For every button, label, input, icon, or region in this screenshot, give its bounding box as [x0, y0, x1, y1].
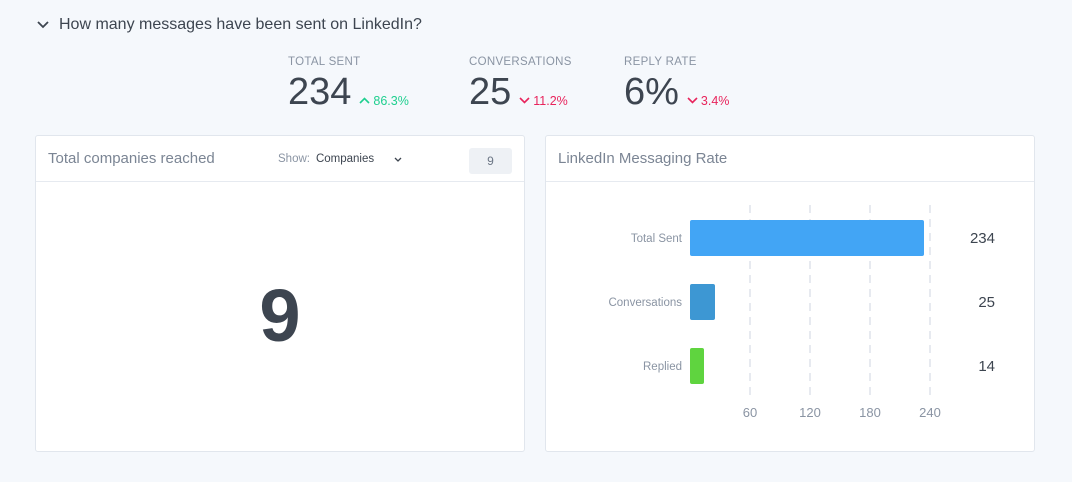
- x-tick-label: 120: [799, 405, 821, 420]
- category-label: Replied: [643, 361, 682, 373]
- section-title: How many messages have been sent on Link…: [59, 16, 422, 33]
- stat-value: 234: [288, 71, 352, 113]
- category-label: Conversations: [608, 297, 682, 309]
- chevron-down-icon: [394, 157, 402, 162]
- stat-delta: 86.3%: [359, 93, 409, 108]
- stat-delta: 3.4%: [687, 93, 730, 108]
- chevron-down-icon: [687, 97, 698, 104]
- stat-total-sent: TOTAL SENT 234 86.3%: [288, 56, 409, 114]
- messaging-rate-chart: 60 120 180 240 Total Sent 234 Conversations 25 R…: [608, 205, 995, 420]
- stat-delta: 11.2%: [519, 94, 568, 108]
- show-label: Show:: [278, 153, 310, 165]
- stat-delta-value: 3.4%: [700, 93, 730, 108]
- show-filter: Show: Companies: [278, 153, 402, 165]
- stat-delta-value: 11.2%: [533, 93, 568, 108]
- big-number: 9: [259, 274, 301, 357]
- bar: [690, 348, 704, 384]
- section-header[interactable]: How many messages have been sent on Link…: [36, 16, 422, 34]
- count-badge: 9: [469, 148, 512, 174]
- card-header: LinkedIn Messaging Rate: [546, 136, 1034, 182]
- x-tick-label: 180: [859, 405, 881, 420]
- stat-delta-value: 86.3%: [373, 93, 409, 108]
- data-label: 234: [970, 230, 995, 247]
- show-dropdown[interactable]: Companies: [316, 153, 402, 165]
- stat-label: CONVERSATIONS: [469, 56, 572, 68]
- card-title: Total companies reached: [48, 150, 215, 167]
- stat-reply-rate: REPLY RATE 6% 3.4%: [624, 56, 729, 114]
- show-dropdown-value: Companies: [315, 153, 375, 165]
- x-tick-label: 240: [919, 405, 941, 420]
- bar: [690, 284, 715, 320]
- category-label: Total Sent: [631, 233, 683, 245]
- x-tick-label: 60: [743, 405, 757, 420]
- chevron-down-icon: [519, 97, 530, 104]
- card-title: LinkedIn Messaging Rate: [558, 150, 728, 167]
- stat-label: TOTAL SENT: [288, 56, 361, 68]
- data-label: 14: [978, 358, 995, 375]
- messaging-rate-card: LinkedIn Messaging Rate 60 120 180 240 Total…: [545, 135, 1035, 452]
- companies-card: Total companies reached Show: Companies …: [35, 135, 525, 452]
- card-header: Total companies reached: [36, 136, 524, 182]
- stat-conversations: CONVERSATIONS 25 11.2%: [469, 56, 572, 114]
- stat-label: REPLY RATE: [624, 56, 697, 68]
- stat-value: 25: [469, 71, 512, 113]
- chevron-down-icon[interactable]: [36, 19, 49, 32]
- data-label: 25: [978, 294, 995, 311]
- bar: [690, 220, 924, 256]
- stat-value: 6%: [624, 71, 679, 113]
- chevron-up-icon: [359, 97, 370, 104]
